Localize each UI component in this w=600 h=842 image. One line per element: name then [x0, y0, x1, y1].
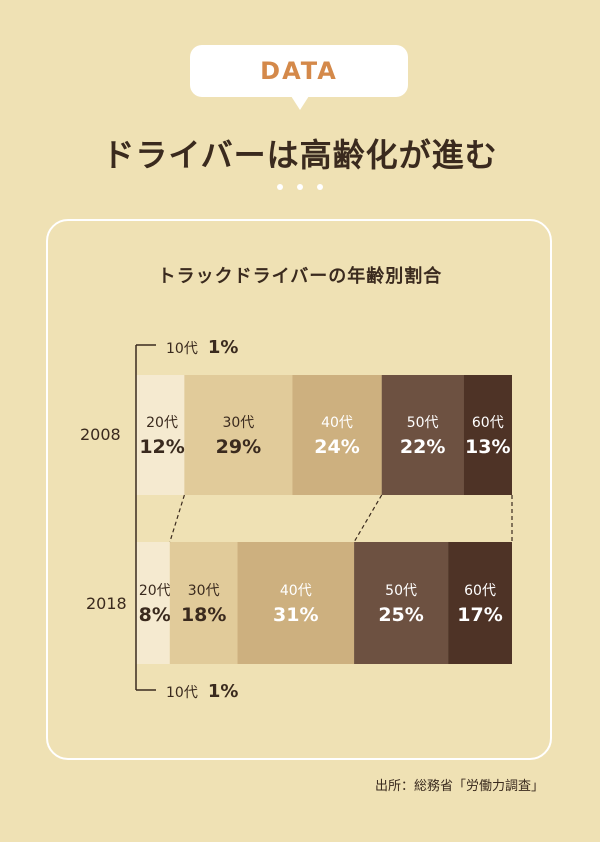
segment-value-2018-30代: 18%: [181, 604, 226, 626]
segment-name-2018-40代: 40代: [280, 583, 312, 599]
bar-segment-2018-20代: [139, 542, 170, 664]
dot: [297, 184, 303, 190]
teen-series-name-2018: 10代: [166, 685, 198, 701]
year-label-2018: 2018: [86, 594, 127, 613]
segment-value-2018-60代: 17%: [457, 604, 502, 626]
segment-name-2018-50代: 50代: [385, 583, 417, 599]
teen-label-2008: 10代 1%: [166, 337, 238, 358]
bar-segment-2018-10代: [136, 542, 140, 664]
bar-segment-2008-40代: [292, 375, 382, 495]
segment-name-2018-20代: 20代: [139, 583, 171, 599]
segment-value-2008-20代: 12%: [139, 436, 184, 458]
bar-segment-2018-50代: [354, 542, 449, 664]
chart-card: [46, 219, 552, 760]
teen-value-2018: 1%: [207, 681, 239, 702]
decorative-dots: [0, 184, 600, 190]
segment-value-2018-50代: 25%: [378, 604, 423, 626]
page-headline: ドライバーは高齢化が進む: [102, 136, 498, 174]
bar-segment-2018-40代: [237, 542, 355, 664]
segment-value-2008-60代: 13%: [465, 436, 510, 458]
bar-segment-2008-20代: [139, 375, 185, 495]
connector-20-30: [169, 494, 185, 543]
connector-40-50: [353, 494, 383, 543]
data-badge: DATA: [190, 45, 408, 97]
data-badge-label: DATA: [260, 57, 338, 85]
teen-series-name-2008: 10代: [166, 341, 198, 357]
teen-label-2018: 10代 1%: [166, 681, 238, 702]
segment-name-2018-30代: 30代: [188, 583, 220, 599]
segment-name-2018-60代: 60代: [464, 583, 496, 599]
bar-segment-2018-60代: [448, 542, 512, 664]
segment-value-2008-40代: 24%: [314, 436, 359, 458]
segment-value-2018-20代: 8%: [139, 604, 171, 626]
bar-segment-2018-30代: [169, 542, 238, 664]
segment-value-2008-50代: 22%: [400, 436, 445, 458]
bar-segment-2008-50代: [381, 375, 464, 495]
badge-speech-tail: [291, 96, 309, 110]
segment-name-2008-50代: 50代: [407, 415, 439, 431]
bar-segment-2008-30代: [184, 375, 293, 495]
bar-segment-2008-60代: [463, 375, 512, 495]
year-label-2008: 2008: [80, 425, 121, 444]
dot: [317, 184, 323, 190]
segment-name-2008-40代: 40代: [321, 415, 353, 431]
bar-segment-2008-10代: [136, 375, 140, 495]
segment-name-2008-60代: 60代: [472, 415, 504, 431]
segment-name-2008-30代: 30代: [222, 415, 254, 431]
segment-value-2018-40代: 31%: [273, 604, 318, 626]
source-note: 出所：総務省「労働力調査」: [374, 779, 544, 794]
teen-value-2008: 1%: [207, 337, 239, 358]
segment-name-2008-20代: 20代: [146, 415, 178, 431]
segment-value-2008-30代: 29%: [216, 436, 261, 458]
dot: [277, 184, 283, 190]
chart-title: トラックドライバーの年齢別割合: [157, 266, 443, 287]
